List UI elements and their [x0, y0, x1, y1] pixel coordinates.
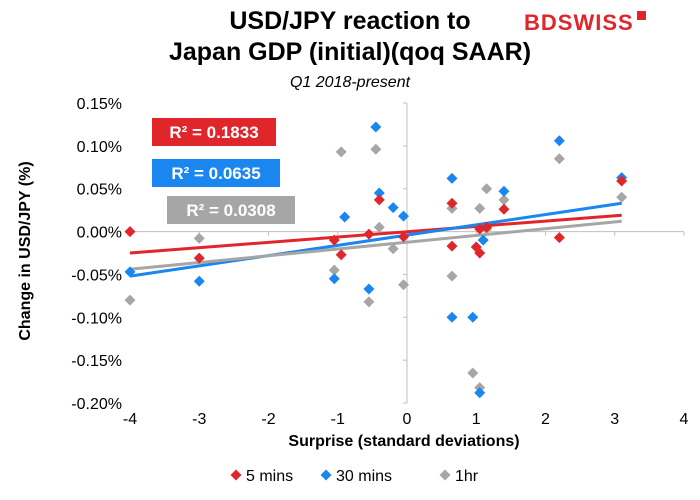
data-point-5-mins: [446, 240, 458, 252]
x-tick-label: 4: [680, 411, 689, 428]
logo-square-mark: [636, 10, 646, 20]
x-tick-label: -4: [123, 411, 137, 428]
data-point-1hr: [398, 279, 410, 291]
data-point-30-mins: [339, 211, 351, 223]
data-points: [124, 121, 628, 399]
data-point-30-mins: [387, 202, 399, 214]
data-point-1hr: [335, 146, 347, 158]
trend-lines: [129, 201, 622, 278]
data-point-30-mins: [467, 311, 479, 323]
chart-title: USD/JPY reaction to Japan GDP (initial)(…: [0, 6, 700, 68]
legend-label-30-mins: 30 mins: [336, 468, 392, 485]
x-tick-label: -3: [192, 411, 206, 428]
data-point-5-mins: [498, 203, 510, 215]
data-point-1hr: [616, 191, 628, 203]
x-tick-label: 3: [610, 411, 619, 428]
chart-subtitle: Q1 2018-present: [289, 74, 411, 91]
legend-marker-1hr: [439, 469, 451, 481]
chart-axes: -0.20% -0.15% -0.10% -0.05% 0.00% 0.05% 0.10% 0…: [71, 96, 688, 428]
data-point-5-mins: [335, 249, 347, 261]
r2-box-5-mins: [152, 118, 276, 146]
data-point-30-mins: [474, 387, 486, 399]
data-point-1hr: [363, 296, 375, 308]
x-tick-label: 2: [541, 411, 550, 428]
data-point-5-mins: [616, 175, 628, 187]
data-point-1hr: [328, 264, 340, 276]
data-point-30-mins: [370, 121, 382, 133]
x-tick-label: -1: [331, 411, 345, 428]
data-point-30-mins: [363, 283, 375, 295]
legend-marker-30-mins: [320, 469, 332, 481]
data-point-1hr: [193, 232, 205, 244]
legend-label-1hr: 1hr: [455, 468, 479, 485]
y-tick-label: -0.15%: [71, 353, 122, 370]
data-point-30-mins: [446, 172, 458, 184]
r-squared-labels: R² = 0.1833 R² = 0.0635 R² = 0.0308: [152, 118, 295, 224]
data-point-5-mins: [481, 221, 493, 233]
bdswiss-logo: BDSWISS: [524, 10, 646, 36]
y-tick-label: 0.00%: [77, 225, 122, 242]
y-axis-title: Change in USD/JPY (%): [17, 161, 34, 340]
data-point-30-mins: [328, 273, 340, 285]
chart-legend: 5 mins 30 mins 1hr: [230, 468, 479, 485]
r2-box-1hr: [167, 196, 295, 224]
chart-title-line2: Japan GDP (initial)(qoq SAAR): [168, 38, 532, 66]
data-point-30-mins: [498, 185, 510, 197]
data-point-5-mins: [328, 234, 340, 246]
data-point-1hr: [370, 143, 382, 155]
y-tick-label: -0.20%: [71, 396, 122, 413]
y-tick-label: -0.10%: [71, 310, 122, 327]
data-point-5-mins: [193, 252, 205, 264]
r2-label-5-mins: R² = 0.1833: [169, 123, 258, 142]
data-point-5-mins: [398, 231, 410, 243]
trendline-5-mins: [129, 213, 622, 255]
data-point-1hr: [446, 270, 458, 282]
data-point-5-mins: [363, 228, 375, 240]
chart-title-line1: USD/JPY reaction to: [229, 7, 471, 35]
data-point-1hr: [553, 153, 565, 165]
r2-box-30-mins: [152, 159, 280, 187]
y-tick-label: 0.05%: [77, 182, 122, 199]
data-point-30-mins: [124, 266, 136, 278]
data-point-30-mins: [477, 234, 489, 246]
data-point-1hr: [373, 221, 385, 233]
data-point-5-mins: [553, 232, 565, 244]
data-point-30-mins: [398, 210, 410, 222]
x-axis-title: Surprise (standard deviations): [288, 433, 519, 450]
data-point-1hr: [467, 367, 479, 379]
data-point-5-mins: [373, 194, 385, 206]
data-point-1hr: [124, 294, 136, 306]
x-tick-label: 1: [472, 411, 481, 428]
r2-label-1hr: R² = 0.0308: [186, 201, 275, 220]
logo-text: BDSWISS: [524, 10, 634, 35]
data-point-30-mins: [373, 187, 385, 199]
data-point-5-mins: [124, 226, 136, 238]
data-point-30-mins: [193, 275, 205, 287]
data-point-1hr: [498, 194, 510, 206]
data-point-1hr: [474, 202, 486, 214]
legend-marker-5-mins: [230, 469, 242, 481]
y-tick-label: 0.15%: [77, 96, 122, 113]
trendline-1hr: [129, 219, 622, 271]
data-point-1hr: [481, 183, 493, 195]
data-point-30-mins: [553, 135, 565, 147]
x-tick-label: 0: [403, 411, 412, 428]
data-point-5-mins: [446, 197, 458, 209]
r2-label-30-mins: R² = 0.0635: [171, 164, 260, 183]
y-tick-label: -0.05%: [71, 267, 122, 284]
data-point-30-mins: [446, 311, 458, 323]
trendline-30-mins: [129, 201, 622, 278]
data-point-1hr: [387, 243, 399, 255]
data-point-5-mins: [474, 247, 486, 259]
legend-label-5-mins: 5 mins: [246, 468, 293, 485]
y-tick-label: 0.10%: [77, 139, 122, 156]
x-tick-label: -2: [261, 411, 275, 428]
